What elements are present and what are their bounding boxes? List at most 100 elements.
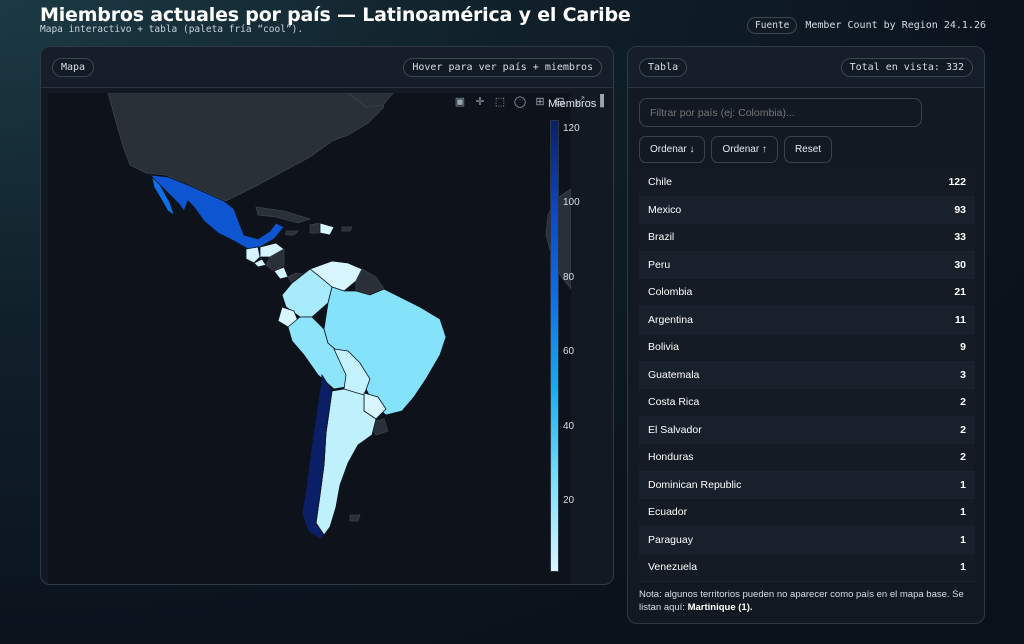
source-text: Member Count by Region 24.1.26 (805, 20, 986, 31)
country-dominican-republic[interactable] (319, 222, 335, 236)
country-north-america[interactable] (107, 93, 385, 202)
country-mexico[interactable] (148, 174, 285, 250)
map-panel: Mapa Hover para ver país + miembros (40, 46, 614, 585)
colorbar-tick: 40 (563, 421, 575, 432)
member-count: 2 (960, 423, 966, 436)
country-name: Honduras (648, 451, 694, 464)
country-name: El Salvador (648, 423, 702, 436)
table-row[interactable]: Dominican Republic 1 (639, 471, 975, 499)
country-cuba[interactable] (255, 206, 312, 224)
lasso-icon[interactable]: ◯ (513, 95, 527, 108)
country-colombia[interactable] (281, 268, 333, 318)
country-name: Paraguay (648, 533, 693, 546)
zoom-out-icon[interactable]: ⊟ (555, 95, 565, 108)
map-svg[interactable] (48, 93, 571, 585)
page-title: Miembros actuales por país — Latinoaméri… (40, 4, 631, 26)
sort-buttons: Ordenar ↓ Ordenar ↑ Reset (639, 136, 833, 163)
member-count: 3 (960, 368, 966, 381)
country-canada-islands[interactable] (347, 93, 394, 108)
member-count: 11 (954, 313, 966, 326)
country-puerto-rico[interactable] (341, 226, 353, 232)
table-row[interactable]: Colombia 21 (639, 279, 975, 307)
member-count: 1 (960, 561, 966, 574)
table-row[interactable]: Mexico 93 (639, 196, 975, 224)
country-name: Costa Rica (648, 396, 700, 409)
table-panel-header: Tabla Total en vista: 332 (628, 47, 984, 88)
map-hover-hint: Hover para ver país + miembros (403, 57, 602, 77)
country-name: Peru (648, 258, 671, 271)
country-name: Chile (648, 176, 672, 189)
country-table: Chile 122 Mexico 93 Brazil 33 Peru 30 Colombia 21… (639, 169, 975, 582)
member-count: 1 (960, 506, 966, 519)
colorbar-tick: 100 (563, 197, 580, 208)
member-count: 1 (960, 478, 966, 491)
member-count: 2 (960, 396, 966, 409)
country-name: Brazil (648, 231, 675, 244)
country-guatemala[interactable] (245, 246, 261, 264)
country-jamaica[interactable] (285, 230, 299, 236)
country-haiti[interactable] (309, 222, 321, 234)
colorbar-tick: 20 (563, 495, 575, 506)
colorbar-tick: 120 (563, 123, 580, 134)
country-mexico-baja[interactable] (151, 176, 175, 216)
table-row[interactable]: Ecuador 1 (639, 499, 975, 527)
country-filter-input[interactable] (639, 98, 922, 127)
table-row[interactable]: Bolivia 9 (639, 334, 975, 362)
table-panel: Tabla Total en vista: 332 Ordenar ↓ Orde… (627, 46, 985, 624)
country-name: Mexico (648, 203, 682, 216)
table-row[interactable]: Paraguay 1 (639, 526, 975, 554)
country-name: Venezuela (648, 561, 698, 574)
table-row[interactable]: Chile 122 (639, 169, 975, 197)
table-row[interactable]: Venezuela 1 (639, 554, 975, 582)
sort-asc-button[interactable]: Ordenar ↑ (711, 136, 778, 163)
table-row[interactable]: Peru 30 (639, 251, 975, 279)
country-nicaragua[interactable] (265, 248, 285, 272)
country-falklands[interactable] (349, 514, 361, 522)
member-count: 30 (954, 258, 966, 271)
sort-desc-button[interactable]: Ordenar ↓ (639, 136, 706, 163)
table-row[interactable]: El Salvador 2 (639, 416, 975, 444)
note-territory: Martinique (1). (687, 602, 753, 613)
table-row[interactable]: Argentina 11 (639, 306, 975, 334)
table-row[interactable]: Costa Rica 2 (639, 389, 975, 417)
country-name: Argentina (648, 313, 693, 326)
page-subtitle: Mapa interactivo + tabla (paleta fría “c… (40, 24, 304, 35)
member-count: 9 (960, 341, 966, 354)
camera-icon[interactable]: ▣ (454, 95, 466, 108)
member-count: 93 (954, 203, 966, 216)
table-row[interactable]: Guatemala 3 (639, 361, 975, 389)
member-count: 2 (960, 451, 966, 464)
note-text: Nota: algunos territorios pueden no apar… (639, 589, 964, 613)
country-chile[interactable] (301, 373, 333, 540)
country-name: Ecuador (648, 506, 688, 519)
source-info: Fuente Member Count by Region 24.1.26 (747, 17, 986, 34)
map-modebar: ▣ ✛ ⬚ ◯ ⊞ ⊟ ⤢ ▐ (453, 94, 607, 108)
reset-button[interactable]: Reset (783, 136, 833, 163)
autoscale-icon[interactable]: ⤢ (575, 94, 585, 107)
country-name: Colombia (648, 286, 693, 299)
member-count: 33 (954, 231, 966, 244)
colorbar-title: Miembros (548, 98, 597, 110)
member-count: 21 (954, 286, 966, 299)
country-name: Bolivia (648, 341, 679, 354)
map-panel-title: Mapa (52, 57, 95, 77)
member-count: 122 (948, 176, 966, 189)
colorbar (550, 120, 559, 572)
colorbar-tick: 60 (563, 346, 575, 357)
country-name: Dominican Republic (648, 478, 742, 491)
colorbar-tick: 80 (563, 272, 575, 283)
source-badge: Fuente (747, 17, 798, 34)
member-count: 1 (960, 533, 966, 546)
choropleth-map[interactable] (48, 93, 571, 585)
total-in-view: Total en vista: 332 (840, 57, 973, 77)
box-select-icon[interactable]: ⬚ (494, 95, 506, 108)
pan-icon[interactable]: ✛ (475, 95, 485, 108)
map-panel-header: Mapa Hover para ver país + miembros (41, 47, 613, 88)
table-row[interactable]: Honduras 2 (639, 444, 975, 472)
table-panel-title: Tabla (639, 57, 688, 77)
table-row[interactable]: Brazil 33 (639, 224, 975, 252)
country-name: Guatemala (648, 368, 700, 381)
territory-note: Nota: algunos territorios pueden no apar… (639, 588, 975, 614)
plotly-logo-icon[interactable]: ▐ (596, 95, 604, 107)
zoom-in-icon[interactable]: ⊞ (535, 95, 545, 108)
